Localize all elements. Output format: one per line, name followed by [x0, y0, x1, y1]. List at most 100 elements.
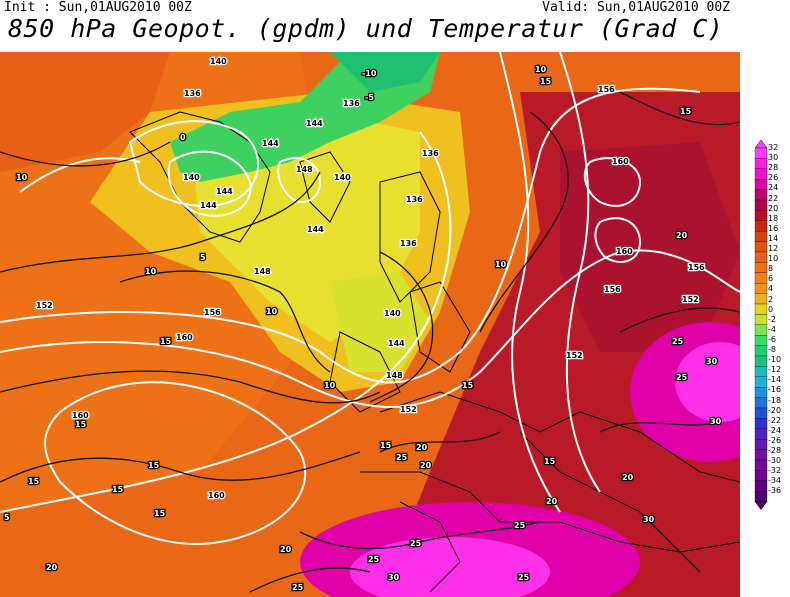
legend-label: -30 — [768, 456, 782, 466]
weather-map: 10 5 0 -10 -5 10 10 15 15 15 15 15 20 20… — [0, 52, 740, 597]
temp-label: 15 — [462, 381, 474, 390]
geopot-label: 156 — [598, 85, 615, 94]
legend-label: 32 — [768, 143, 779, 152]
legend-swatch — [754, 480, 768, 492]
valid-time: Valid: Sun,01AUG2010 00Z — [542, 0, 730, 15]
legend-label: -2 — [768, 314, 776, 324]
temp-label: 20 — [420, 461, 432, 470]
legend-swatch — [754, 231, 768, 242]
geopot-label: 144 — [307, 225, 324, 234]
temp-label: 15 — [28, 477, 40, 486]
temp-label: 20 — [280, 545, 292, 554]
legend-label: -24 — [768, 425, 782, 435]
geopot-label: 160 — [208, 491, 225, 500]
legend-swatch — [754, 449, 768, 461]
geopot-label: 136 — [343, 99, 360, 108]
temp-label: 10 — [324, 381, 336, 390]
temp-label: 20 — [676, 231, 688, 240]
legend-swatch — [754, 387, 768, 398]
legend-swatch — [754, 262, 768, 273]
geopot-label: 160 — [176, 333, 193, 342]
legend-swatch — [754, 272, 768, 284]
temp-label: 15 — [544, 457, 556, 466]
temp-label: 5 — [4, 513, 10, 522]
geopot-label: 156 — [604, 285, 621, 294]
legend-swatch — [754, 418, 768, 429]
legend-label: 30 — [768, 153, 779, 163]
geopot-label: 152 — [400, 405, 417, 414]
temperature-labels: 10 5 0 -10 -5 10 10 15 15 15 15 15 20 20… — [3, 64, 723, 594]
legend-swatch — [754, 220, 768, 232]
legend-swatch — [754, 179, 768, 190]
geopot-label: 144 — [306, 119, 323, 128]
legend-swatch — [754, 241, 768, 253]
temp-label: 0 — [180, 133, 186, 142]
geopot-label: 160 — [612, 157, 629, 166]
geopot-label: 160 — [616, 247, 633, 256]
legend-label: 4 — [768, 284, 774, 294]
temp-label: 20 — [416, 443, 428, 452]
legend-swatch — [754, 324, 768, 336]
geopot-label: 148 — [386, 371, 403, 380]
temp-label: 10 — [495, 260, 507, 269]
legend-label: 18 — [768, 213, 779, 223]
legend-top-arrow — [754, 140, 768, 149]
geopot-label: 144 — [216, 187, 233, 196]
legend-swatch — [754, 251, 768, 263]
legend-label: -12 — [768, 365, 782, 375]
legend-label: -18 — [768, 395, 782, 405]
temp-label: 25 — [292, 583, 304, 592]
geopot-label: 148 — [296, 165, 313, 174]
geopot-label: 144 — [262, 139, 279, 148]
legend-label: -28 — [768, 446, 782, 456]
legend-label: 8 — [768, 264, 774, 274]
temp-label: 20 — [46, 563, 58, 572]
legend-label: -32 — [768, 466, 782, 476]
map-title: 850 hPa Geopot. (gpdm) und Temperatur (G… — [8, 14, 724, 43]
legend-swatch — [754, 335, 768, 346]
init-time: Init : Sun,01AUG2010 00Z — [4, 0, 192, 15]
temp-label: 10 — [535, 65, 547, 74]
legend-color-bar — [754, 140, 768, 511]
geopot-label: 152 — [682, 295, 699, 304]
legend-swatch — [754, 428, 768, 440]
legend-swatch — [754, 345, 768, 357]
temp-label: 15 — [112, 485, 124, 494]
temp-label: 15 — [540, 77, 552, 86]
temp-label: 25 — [410, 539, 422, 548]
geopotential-labels: 136 140 140 144 144 144 144 136 148 140 … — [35, 56, 707, 502]
legend-label: 2 — [768, 294, 774, 304]
legend-label: 28 — [768, 163, 779, 173]
temp-label: 30 — [710, 417, 722, 426]
legend-label: 14 — [768, 233, 779, 243]
legend-swatch — [754, 303, 768, 315]
legend-swatch — [754, 439, 768, 450]
legend-label: 12 — [768, 244, 779, 254]
legend-swatch — [754, 158, 768, 169]
legend-swatch — [754, 355, 768, 367]
legend-label: -10 — [768, 355, 782, 365]
temp-label: -5 — [365, 93, 374, 102]
temperature-contours — [0, 91, 740, 593]
temp-label: 20 — [546, 497, 558, 506]
temp-label: 10 — [16, 173, 28, 182]
legend-swatch — [754, 366, 768, 377]
temp-label: 15 — [154, 509, 166, 518]
geopot-label: 136 — [422, 149, 439, 158]
legend-swatch — [754, 189, 768, 201]
legend-swatch — [754, 397, 768, 409]
temp-label: 15 — [680, 107, 692, 116]
legend-label: 20 — [768, 203, 779, 213]
geopot-label: 140 — [183, 173, 200, 182]
legend-label: -36 — [768, 486, 782, 496]
temp-label: 25 — [368, 555, 380, 564]
temp-label: 20 — [622, 473, 634, 482]
geopot-label: 140 — [384, 309, 401, 318]
legend-swatch — [754, 199, 768, 211]
legend-label: -8 — [768, 345, 776, 355]
legend-label: -34 — [768, 476, 782, 486]
color-legend: 32 30 28 26 24 22 20 18 16 14 12 10 8 6 4 2 0 -2 -4 -6 -8 -10… — [754, 140, 790, 512]
temp-label: 25 — [676, 373, 688, 382]
legend-bottom-arrow — [754, 501, 768, 511]
temp-label: 25 — [514, 521, 526, 530]
